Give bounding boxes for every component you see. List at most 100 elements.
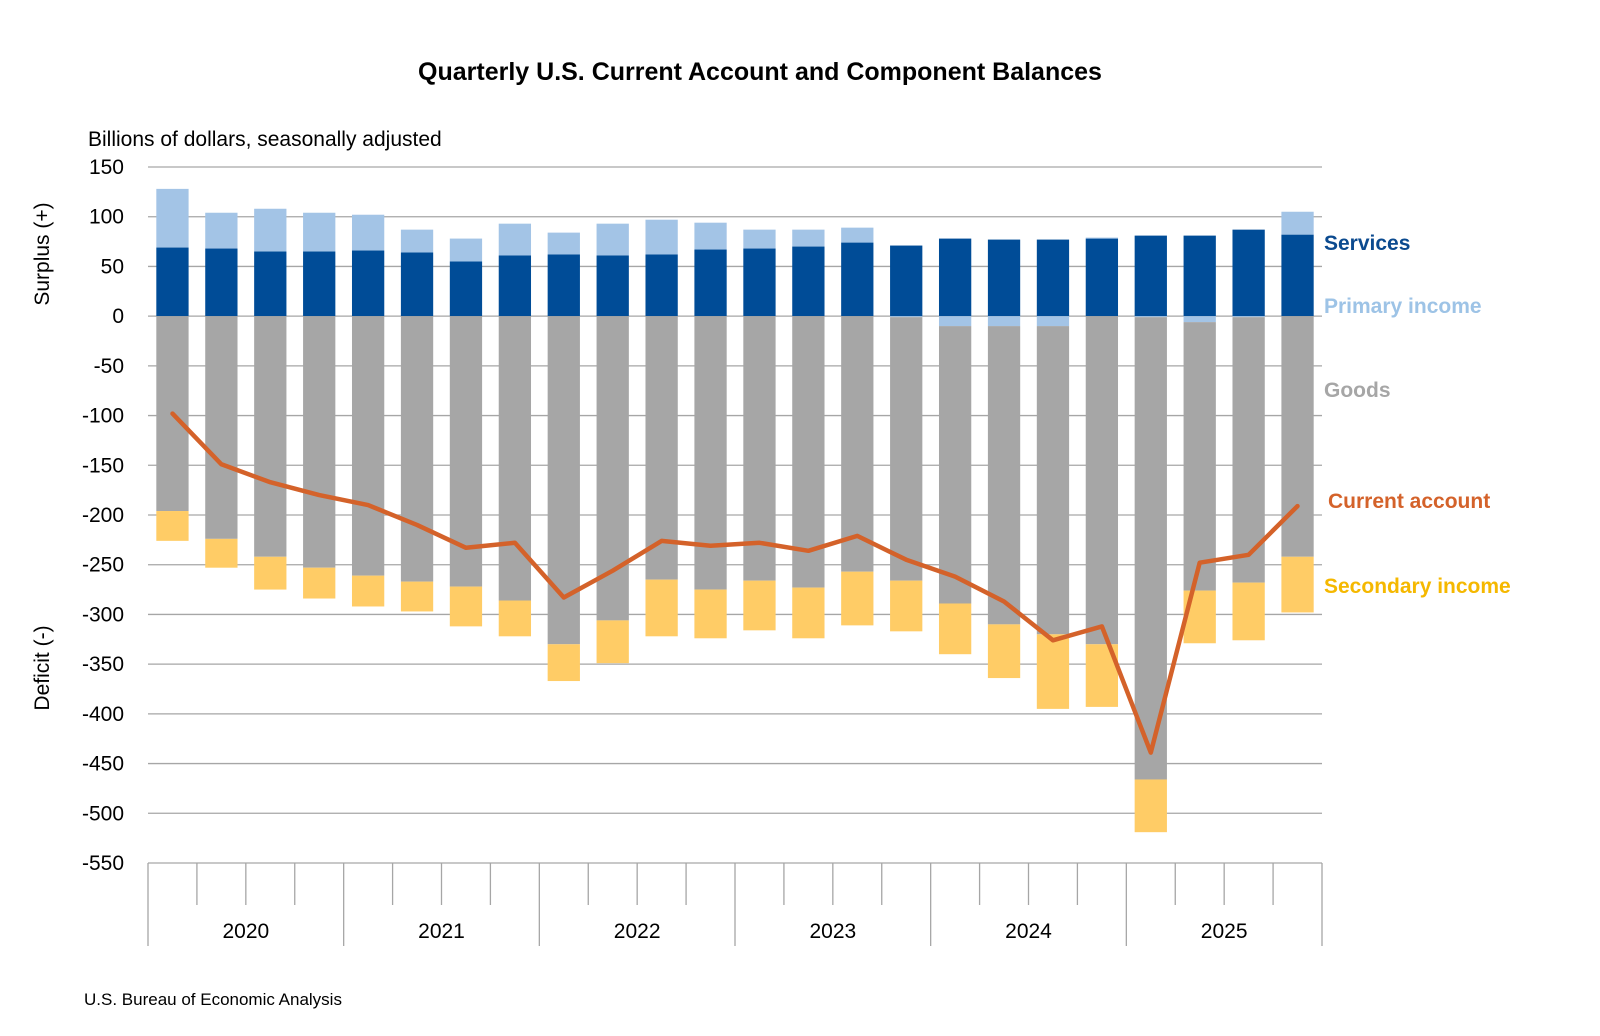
bar-goods bbox=[694, 316, 727, 590]
bar-services bbox=[1134, 235, 1167, 317]
bar-goods bbox=[645, 316, 678, 580]
bar-secondary-income bbox=[890, 580, 923, 632]
bar-goods bbox=[205, 316, 238, 539]
source-note: U.S. Bureau of Economic Analysis bbox=[84, 990, 342, 1009]
bar-secondary-income bbox=[400, 581, 434, 612]
bar-secondary-income bbox=[351, 575, 385, 607]
bar-services bbox=[792, 246, 825, 317]
bar-goods bbox=[1232, 317, 1265, 583]
bar-primary-income bbox=[890, 316, 923, 318]
bar-primary-income bbox=[987, 316, 1021, 327]
bar-services bbox=[938, 238, 972, 317]
bar-primary-income bbox=[1281, 211, 1314, 235]
bar-services bbox=[1085, 238, 1119, 317]
bar-goods bbox=[254, 316, 287, 557]
bar-secondary-income bbox=[156, 511, 189, 541]
bar-primary-income bbox=[841, 227, 874, 243]
bar-secondary-income bbox=[1036, 634, 1070, 709]
bar-secondary-income bbox=[743, 580, 776, 631]
bar-secondary-income bbox=[547, 644, 580, 682]
current-account-line-group bbox=[170, 411, 1300, 755]
bar-secondary-income bbox=[792, 587, 825, 639]
bar-services bbox=[1232, 229, 1265, 317]
bar-secondary-income bbox=[938, 603, 972, 655]
bar-services bbox=[1036, 239, 1070, 317]
bar-services bbox=[547, 254, 580, 317]
bar-primary-income bbox=[400, 229, 434, 253]
bar-services bbox=[890, 245, 923, 317]
bar-services bbox=[156, 247, 189, 317]
bar-secondary-income bbox=[841, 571, 874, 626]
bar-goods bbox=[400, 316, 434, 582]
y-tick-label: -500 bbox=[82, 802, 124, 825]
bar-goods bbox=[841, 316, 874, 572]
bar-services bbox=[645, 254, 678, 317]
y-label-surplus: Surplus (+) bbox=[31, 202, 54, 305]
bar-services bbox=[498, 255, 532, 317]
bar-primary-income bbox=[743, 229, 776, 249]
bar-services bbox=[205, 248, 238, 317]
bar-goods bbox=[890, 317, 923, 581]
chart-title: Quarterly U.S. Current Account and Compo… bbox=[418, 58, 1102, 86]
current-account-line bbox=[170, 411, 1300, 755]
bar-goods bbox=[743, 316, 776, 581]
legend-current-account: Current account bbox=[1328, 490, 1490, 513]
bar-secondary-income bbox=[645, 579, 678, 637]
y-tick-label: -50 bbox=[94, 355, 124, 378]
year-label: 2023 bbox=[809, 920, 856, 943]
y-tick-label: -100 bbox=[82, 405, 124, 428]
bar-goods bbox=[303, 316, 336, 568]
bar-secondary-income bbox=[596, 620, 629, 664]
bar-primary-income bbox=[1036, 316, 1070, 327]
y-tick-label: -250 bbox=[82, 554, 124, 577]
bar-primary-income bbox=[1183, 316, 1216, 323]
bar-services bbox=[1183, 235, 1216, 317]
y-tick-label: 0 bbox=[112, 305, 124, 328]
bar-primary-income bbox=[596, 223, 629, 256]
bar-goods bbox=[987, 326, 1021, 625]
bar-goods bbox=[351, 316, 385, 576]
bar-goods bbox=[1183, 322, 1216, 591]
bar-primary-income bbox=[792, 229, 825, 247]
bar-primary-income bbox=[449, 238, 483, 262]
axes: 2020 2021 2022 2023 2024 2025 bbox=[147, 863, 1323, 946]
y-tick-label: -400 bbox=[82, 703, 124, 726]
y-label-deficit: Deficit (-) bbox=[31, 625, 54, 710]
legend-primary-income: Primary income bbox=[1324, 295, 1482, 318]
bar-primary-income bbox=[694, 222, 727, 250]
legend-goods: Goods bbox=[1324, 379, 1391, 402]
y-tick-label: 150 bbox=[89, 156, 124, 179]
bar-primary-income bbox=[351, 214, 385, 251]
bar-primary-income bbox=[1085, 237, 1119, 239]
y-tick-label: -150 bbox=[82, 454, 124, 477]
series-labels: Services Primary income Goods Secondary inc… bbox=[1324, 232, 1511, 598]
legend-secondary-income: Secondary income bbox=[1324, 575, 1511, 598]
year-label: 2020 bbox=[222, 920, 269, 943]
bar-secondary-income bbox=[449, 586, 483, 627]
bar-secondary-income bbox=[205, 538, 238, 568]
bar-goods bbox=[938, 326, 972, 604]
y-tick-label: 50 bbox=[101, 255, 124, 278]
bar-services bbox=[596, 255, 629, 317]
bar-services bbox=[303, 251, 336, 317]
y-tick-label: -300 bbox=[82, 603, 124, 626]
bar-primary-income bbox=[1134, 316, 1167, 318]
bar-services bbox=[841, 242, 874, 317]
bar-secondary-income bbox=[1134, 779, 1167, 833]
bar-services bbox=[1281, 234, 1314, 317]
bar-services bbox=[254, 251, 287, 317]
bar-services bbox=[351, 250, 385, 317]
y-tick-label: 100 bbox=[89, 206, 124, 229]
y-tick-label: -350 bbox=[82, 653, 124, 676]
gridlines: 150 100 50 0 -50 -100 -150 -200 -250 -300 -350 -400… bbox=[82, 156, 1322, 875]
chart-subtitle: Billions of dollars, seasonally adjusted bbox=[88, 128, 442, 151]
legend-services: Services bbox=[1324, 232, 1410, 255]
bar-primary-income bbox=[156, 188, 189, 248]
bar-goods bbox=[1281, 316, 1314, 557]
year-label: 2022 bbox=[614, 920, 661, 943]
year-label: 2024 bbox=[1005, 920, 1052, 943]
bar-services bbox=[400, 252, 434, 317]
bar-primary-income bbox=[254, 208, 287, 252]
y-tick-label: -200 bbox=[82, 504, 124, 527]
